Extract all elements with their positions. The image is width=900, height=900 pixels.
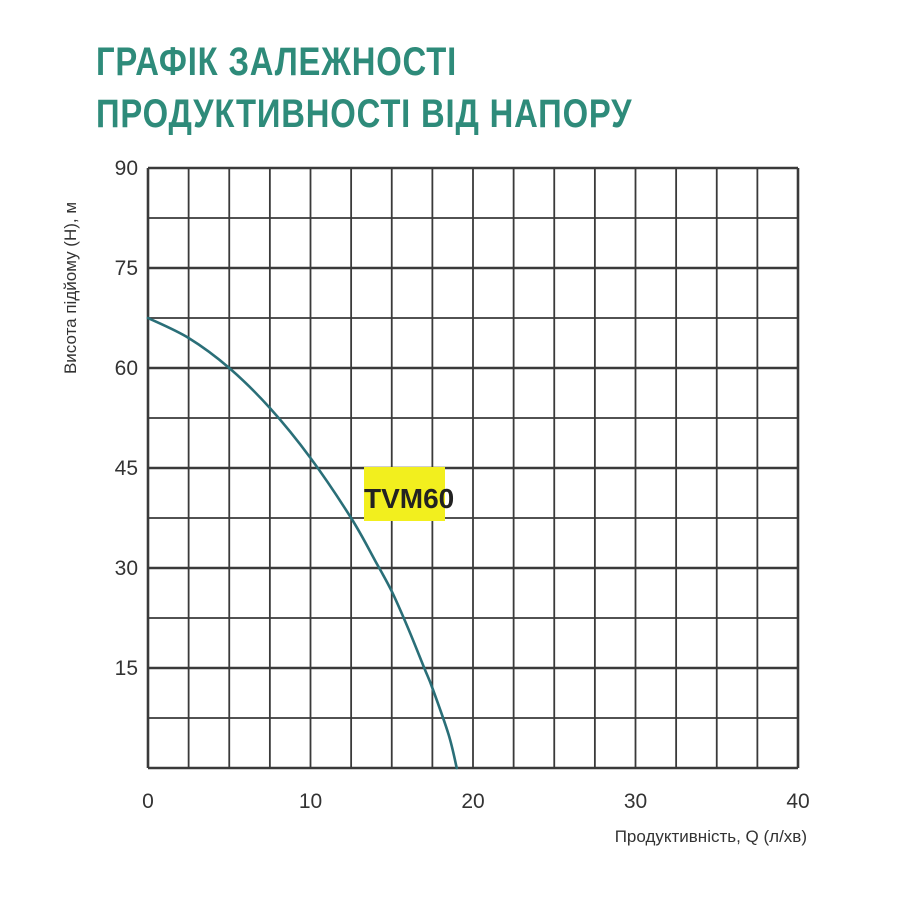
x-tick-label: 30: [624, 790, 647, 813]
series-label-highlight: [364, 467, 445, 521]
series-line-tvm60: [146, 316, 459, 770]
grid: [146, 166, 800, 770]
x-tick-label: 10: [299, 790, 322, 813]
chart-title: ГРАФІК ЗАЛЕЖНОСТІ ПРОДУКТИВНОСТІ ВІД НАП…: [96, 36, 632, 140]
y-tick-labels: 15 30 45 60 75 90: [115, 157, 138, 680]
series-group: TVM60: [146, 316, 459, 770]
y-tick-label: 45: [115, 457, 138, 480]
y-tick-label: 60: [115, 357, 138, 380]
y-tick-label: 75: [115, 257, 138, 280]
y-tick-label: 30: [115, 557, 138, 580]
chart-title-line-2: ПРОДУКТИВНОСТІ ВІД НАПОРУ: [96, 92, 633, 136]
x-tick-labels: 0 10 20 30 40: [142, 790, 810, 813]
y-tick-label: 15: [115, 657, 138, 680]
x-tick-label: 0: [142, 790, 154, 813]
y-axis-label: Висота підйому (H), м: [61, 202, 80, 374]
chart-title-line-1: ГРАФІК ЗАЛЕЖНОСТІ: [96, 40, 458, 84]
y-tick-label: 90: [115, 157, 138, 180]
x-tick-label: 20: [461, 790, 484, 813]
series-label-tvm60: TVM60: [364, 483, 454, 514]
x-tick-label: 40: [786, 790, 809, 813]
x-axis-label: Продуктивність, Q (л/хв): [615, 827, 807, 846]
